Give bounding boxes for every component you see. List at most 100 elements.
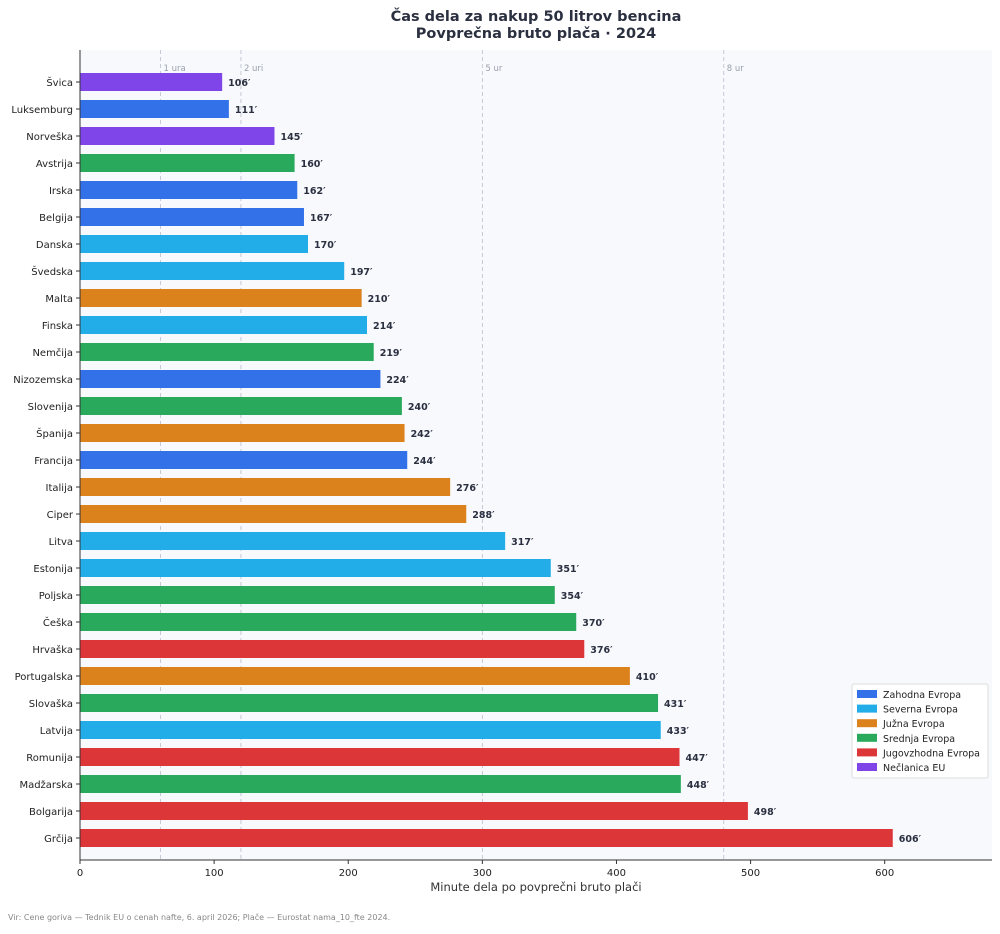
- bar: [80, 613, 577, 631]
- bar: [80, 343, 374, 361]
- y-tick-label: Švica: [46, 76, 73, 89]
- reference-line-label: 2 uri: [244, 64, 263, 74]
- x-tick-label: 0: [77, 868, 83, 879]
- bar: [80, 100, 229, 118]
- data-label: 448′: [687, 780, 710, 791]
- bar: [80, 370, 381, 388]
- bar: [80, 478, 451, 496]
- data-label: 197′: [350, 267, 373, 278]
- data-label: 210′: [368, 294, 391, 305]
- y-tick-label: Litva: [49, 537, 73, 548]
- y-tick-label: Italija: [46, 483, 73, 494]
- data-label: 145′: [280, 132, 303, 143]
- legend-swatch: [857, 733, 877, 742]
- y-tick-label: Hrvaška: [32, 644, 73, 656]
- data-label: 447′: [686, 753, 709, 764]
- data-label: 240′: [408, 402, 431, 413]
- legend-label: Južna Evropa: [882, 719, 945, 730]
- y-tick-label: Nizozemska: [13, 375, 73, 386]
- legend-box: [851, 683, 989, 779]
- data-label: 498′: [754, 807, 777, 818]
- y-tick-label: Francija: [34, 456, 73, 467]
- data-label: 111′: [235, 105, 258, 116]
- x-tick-label: 500: [741, 868, 760, 879]
- y-tick-label: Malta: [45, 294, 73, 305]
- legend-swatch: [857, 690, 877, 698]
- data-label: 224′: [386, 375, 409, 386]
- bar: [80, 505, 467, 523]
- bar: [80, 397, 402, 415]
- legend-swatch: [857, 748, 877, 757]
- bar: [80, 748, 680, 766]
- y-tick-label: Danska: [36, 240, 73, 251]
- y-tick-label: Finska: [42, 321, 73, 332]
- y-tick-label: Latvija: [40, 726, 73, 737]
- y-tick-label: Slovenija: [28, 402, 73, 413]
- bar: [80, 451, 408, 469]
- bar: [80, 559, 551, 577]
- data-label: 160′: [301, 159, 324, 170]
- bar: [80, 262, 345, 280]
- legend-label: Jugovzhodna Evropa: [882, 748, 980, 759]
- bar: [80, 802, 748, 820]
- y-tick-label: Avstrija: [36, 159, 73, 170]
- y-tick-label: Bolgarija: [29, 807, 73, 818]
- bar: [80, 532, 506, 550]
- data-label: 288′: [472, 510, 495, 521]
- y-tick-label: Ciper: [47, 510, 74, 521]
- data-label: 431′: [664, 699, 687, 710]
- y-tick-label: Belgija: [39, 213, 73, 224]
- bar: [80, 154, 295, 172]
- bar: [80, 127, 275, 145]
- bar: [80, 829, 893, 847]
- legend-swatch: [857, 704, 877, 713]
- bar: [80, 640, 585, 658]
- y-tick-label: Madžarska: [19, 779, 73, 791]
- legend-label: Severna Evropa: [883, 705, 958, 716]
- legend-swatch: [857, 763, 877, 771]
- data-label: 214′: [373, 321, 396, 332]
- reference-line-label: 1 ura: [163, 64, 185, 74]
- y-tick-label: Slovaška: [29, 698, 73, 710]
- data-label: 354′: [561, 591, 584, 602]
- y-tick-label: Španija: [36, 427, 73, 440]
- x-tick-label: 300: [473, 868, 492, 879]
- data-label: 170′: [314, 240, 337, 251]
- y-tick-label: Nemčija: [32, 347, 73, 359]
- bar: [80, 694, 659, 712]
- legend-label: Zahodna Evropa: [883, 690, 961, 701]
- data-label: 106′: [228, 78, 251, 89]
- data-label: 317′: [511, 537, 534, 548]
- chart-subtitle: Povprečna bruto plača · 2024: [416, 26, 656, 42]
- reference-line-label: 8 ur: [727, 64, 744, 74]
- bar: [80, 235, 308, 253]
- data-label: 410′: [636, 672, 659, 683]
- data-label: 219′: [380, 348, 403, 359]
- data-label: 244′: [413, 456, 436, 467]
- y-tick-label: Irska: [49, 186, 73, 197]
- y-tick-label: Norveška: [26, 131, 73, 143]
- bar: [80, 181, 298, 199]
- data-label: 276′: [456, 483, 479, 494]
- data-label: 433′: [667, 726, 690, 737]
- data-label: 351′: [557, 564, 580, 575]
- x-axis-label: Minute dela po povprečni bruto plači: [430, 880, 641, 894]
- source-note: Vir: Cene goriva — Tednik EU o cenah naf…: [8, 912, 390, 922]
- legend-label: Nečlanica EU: [883, 763, 945, 774]
- bar: [80, 667, 630, 685]
- data-label: 162′: [303, 186, 326, 197]
- bar: [80, 73, 223, 91]
- y-tick-label: Češka: [43, 616, 73, 629]
- y-tick-label: Romunija: [26, 753, 73, 764]
- legend-label: Srednja Evropa: [883, 734, 955, 745]
- bar: [80, 316, 368, 334]
- bar: [80, 586, 555, 604]
- data-label: 370′: [582, 618, 605, 629]
- y-tick-label: Grčija: [44, 833, 73, 845]
- data-label: 242′: [411, 429, 434, 440]
- bar: [80, 289, 362, 307]
- y-tick-label: Poljska: [39, 591, 73, 602]
- x-tick-label: 400: [607, 868, 626, 879]
- data-label: 606′: [899, 834, 922, 845]
